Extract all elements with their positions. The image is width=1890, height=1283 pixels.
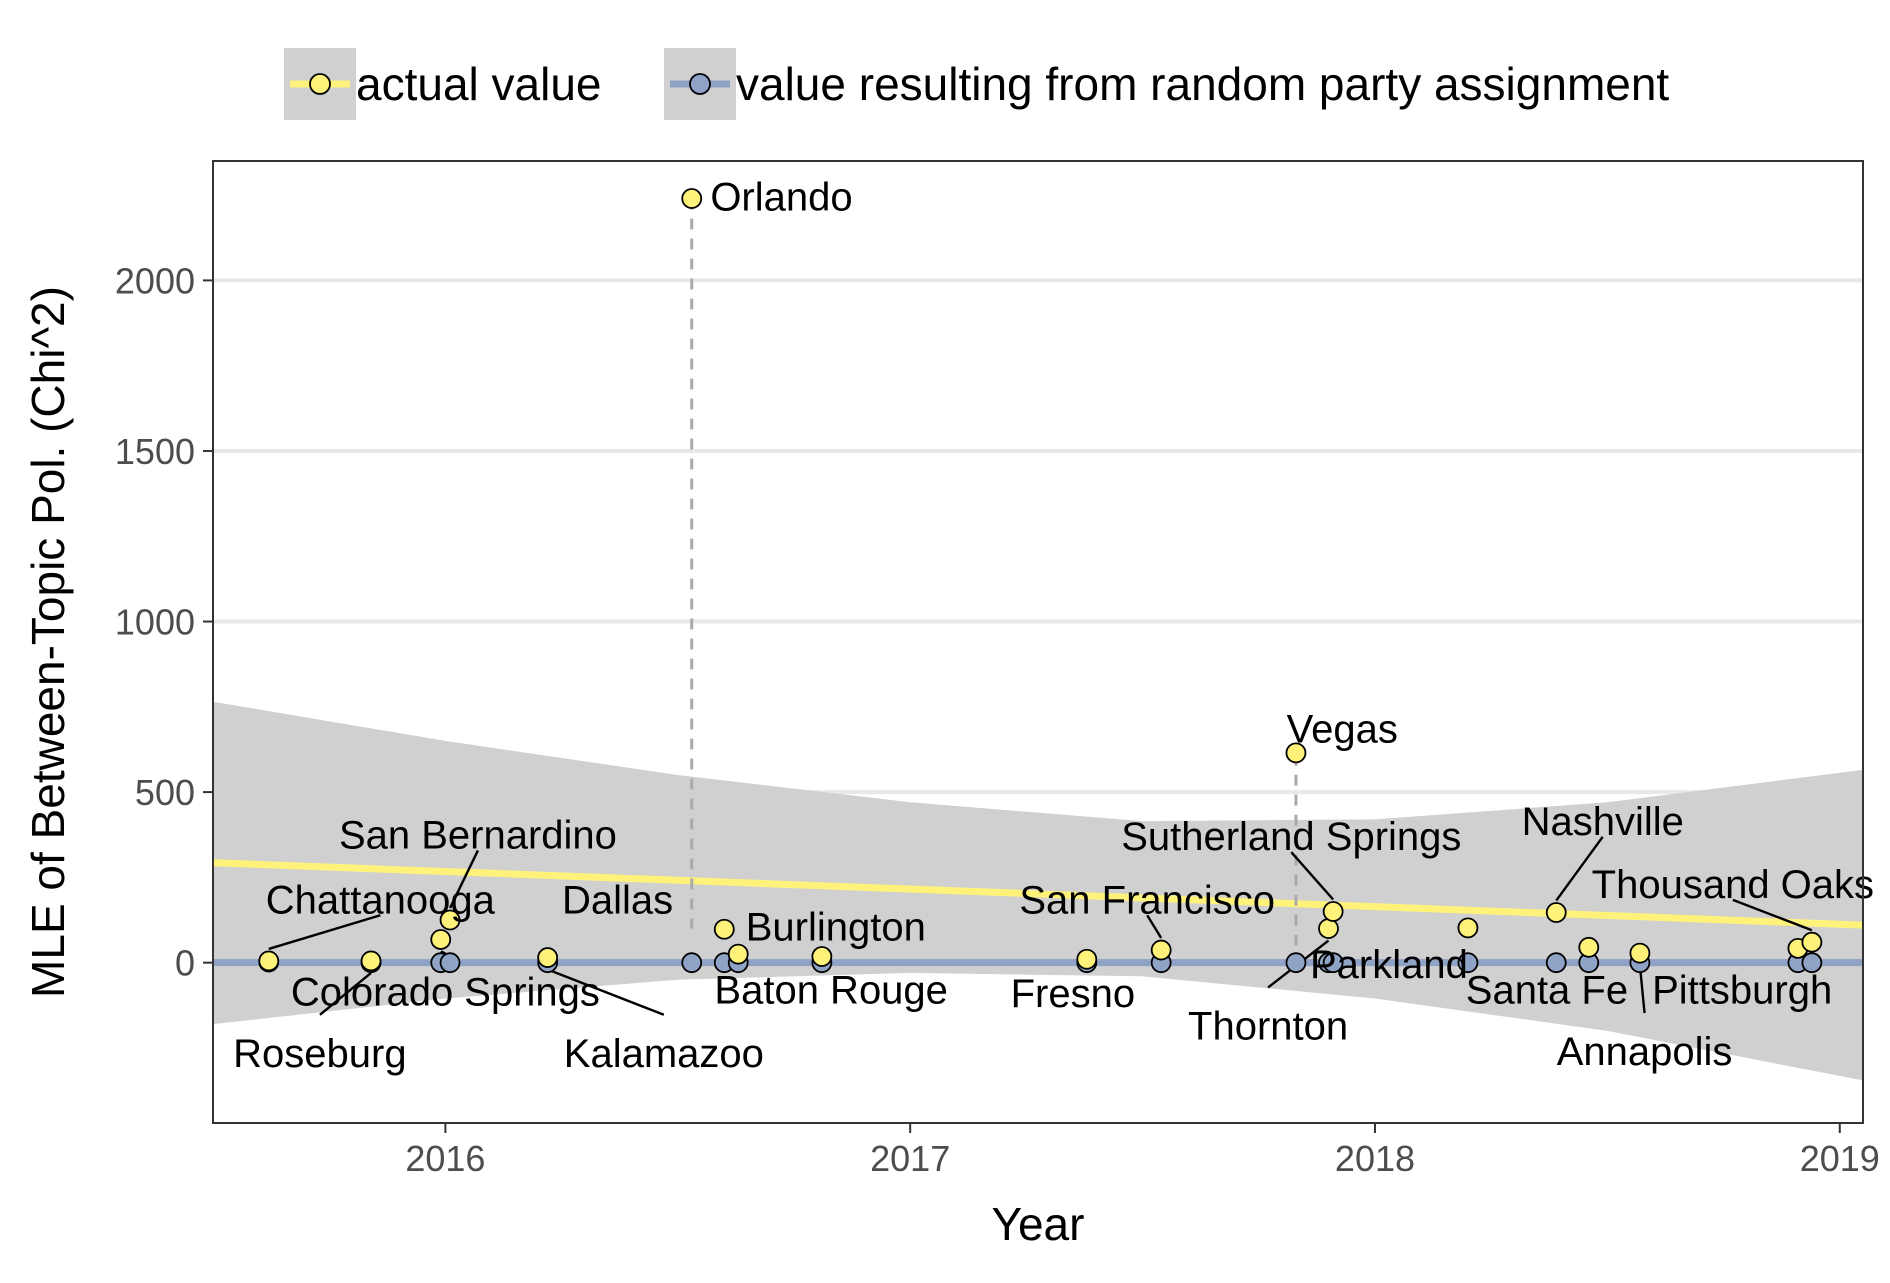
point-label-roseburg: Roseburg [233, 1032, 406, 1076]
y-tick-label-0: 0 [175, 943, 195, 984]
point-actual-15 [1545, 902, 1567, 923]
point-actual-14 [1457, 917, 1479, 939]
point-actual-17 [1629, 942, 1651, 964]
point-label-chattanooga: Chattanooga [266, 878, 496, 922]
point-random-19 [1801, 952, 1823, 974]
y-tick-label-2000: 2000 [115, 260, 195, 301]
point-actual-12 [1318, 918, 1339, 939]
leader-line-15 [1555, 836, 1604, 902]
x-tick-label-2018: 2018 [1335, 1138, 1415, 1179]
legend-label-random: value resulting from random party assign… [736, 58, 1669, 110]
panel-border [212, 160, 1864, 1124]
leader-line-3 [268, 914, 381, 951]
point-random-15 [1545, 952, 1567, 974]
point-actual-0 [258, 950, 280, 972]
panel-frame [212, 160, 1864, 1124]
point-label-san-bernardino: San Bernardino [339, 813, 617, 857]
x-axis-title: Year [992, 1198, 1085, 1250]
point-actual-13 [1322, 901, 1344, 922]
label-leaders [268, 836, 1813, 1016]
x-tick-label-2017: 2017 [870, 1138, 950, 1179]
point-random-13 [1322, 952, 1344, 974]
point-random-3 [439, 952, 461, 974]
y-tick-label-1000: 1000 [115, 602, 195, 643]
point-actual-5 [681, 188, 703, 209]
point-actual-16 [1578, 936, 1600, 958]
legend-label-actual: actual value [356, 58, 602, 110]
point-label-thousand-oaks: Thousand Oaks [1592, 863, 1874, 907]
trend-line-actual [213, 859, 1863, 929]
point-label-sutherland-springs: Sutherland Springs [1121, 815, 1461, 859]
leader-line-16 [1732, 898, 1813, 932]
point-actual-9 [1076, 948, 1098, 970]
point-labels: Orlando Vegas San Bernardino Chattanooga Col… [233, 176, 1874, 1076]
legend: actual value value resulting from random… [284, 48, 1669, 120]
y-tick-label-1500: 1500 [115, 431, 195, 472]
leader-line-6 [547, 968, 665, 1016]
point-actual-6 [713, 918, 735, 940]
point-label-nashville: Nashville [1522, 800, 1684, 844]
point-label-santa-fe: Santa Fe [1466, 969, 1628, 1013]
point-actual-7 [727, 943, 749, 965]
point-label-burlington: Burlington [746, 906, 926, 950]
x-axis: 2016 2017 2018 2019 [405, 1123, 1880, 1179]
point-label-vegas: Vegas [1287, 708, 1398, 752]
point-label-colorado-springs: Colorado Springs [291, 970, 600, 1014]
point-actual-11 [1285, 742, 1307, 764]
point-label-kalamazoo: Kalamazoo [564, 1032, 764, 1076]
x-tick-label-2019: 2019 [1800, 1138, 1880, 1179]
point-label-san-francisco: San Francisco [1019, 878, 1275, 922]
point-label-thornton: Thornton [1188, 1004, 1348, 1048]
point-label-annapolis: Annapolis [1557, 1030, 1733, 1074]
point-actual-2 [430, 929, 452, 950]
point-random-14 [1457, 952, 1479, 974]
point-label-pittsburgh: Pittsburgh [1652, 969, 1832, 1013]
point-actual-4 [537, 947, 559, 968]
point-random-11 [1285, 952, 1307, 974]
y-axis-title: MLE of Between-Topic Pol. (Chi^2) [22, 286, 74, 998]
legend-key-random-point [689, 73, 711, 95]
point-actual-1 [360, 950, 382, 972]
point-label-fresno: Fresno [1011, 972, 1136, 1016]
point-actual-3 [439, 909, 461, 931]
point-actual-10 [1150, 939, 1172, 961]
point-random-5 [681, 952, 703, 974]
leader-line-12 [1290, 851, 1335, 901]
data-points [258, 188, 1823, 974]
y-axis: 0 500 1000 1500 2000 [115, 260, 213, 984]
point-label-parkland: Parkland [1310, 943, 1468, 987]
leader-line-5 [319, 972, 372, 1016]
point-label-orlando: Orlando [710, 176, 852, 220]
leader-line-2 [448, 849, 480, 909]
point-actual-8 [811, 946, 833, 967]
reference-lines [690, 198, 1298, 965]
leader-line-11 [1146, 914, 1163, 939]
legend-key-actual-point [309, 73, 331, 95]
point-actual-19 [1801, 931, 1823, 953]
leader-line-19 [1638, 964, 1646, 1014]
y-tick-label-500: 500 [135, 772, 195, 813]
point-label-dallas: Dallas [562, 878, 673, 922]
x-tick-label-2016: 2016 [405, 1138, 485, 1179]
point-label-baton-rouge: Baton Rouge [714, 969, 948, 1013]
